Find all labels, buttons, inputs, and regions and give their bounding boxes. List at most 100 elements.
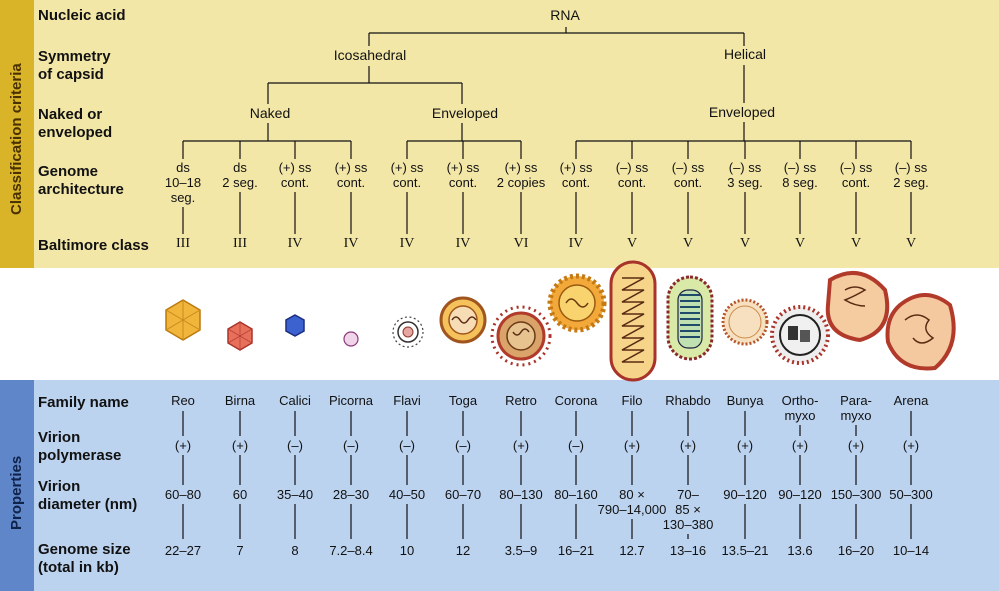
baltimore-cell: IV	[343, 236, 359, 251]
polymerase-cell: (–)	[455, 438, 471, 453]
polymerase-cell: (–)	[343, 438, 359, 453]
genome-architecture-label: Genome architecture	[38, 163, 124, 198]
family-cell: Flavi	[393, 393, 421, 408]
polymerase-cell: (–)	[287, 438, 303, 453]
classification-panel	[0, 0, 999, 268]
genome-cell: (+) ss 2 copies	[496, 160, 546, 190]
diameter-cell: 60	[232, 487, 248, 502]
classification-sidebar: Classification criteria	[0, 0, 34, 268]
orthomyxo-virion-illustration	[770, 305, 830, 365]
diameter-cell: 60–70	[444, 487, 482, 502]
genome-cell: (–) ss 2 seg.	[893, 160, 929, 190]
rhabdo-virion-illustration	[666, 275, 714, 361]
diameter-cell: 80–160	[554, 487, 598, 502]
gsize-cell: 7	[236, 543, 244, 558]
gsize-cell: 12.7	[619, 543, 645, 558]
corona-virion-illustration	[547, 273, 607, 333]
baltimore-cell: III	[176, 236, 190, 251]
gsize-cell: 7.2–8.4	[329, 543, 373, 558]
family-cell: Ortho- myxo	[781, 393, 819, 423]
genome-cell: (+) ss cont.	[334, 160, 368, 190]
filo-virion-illustration	[609, 260, 657, 382]
baltimore-cell: IV	[399, 236, 415, 251]
baltimore-cell: IV	[568, 236, 584, 251]
picorna-virion-illustration	[343, 331, 359, 347]
virion-diameter-label: Virion diameter (nm)	[38, 478, 138, 513]
baltimore-cell: V	[850, 236, 862, 251]
genome-cell: (–) ss cont.	[839, 160, 873, 190]
gsize-cell: 12	[455, 543, 471, 558]
gsize-cell: 3.5–9	[504, 543, 538, 558]
column-connectors	[182, 141, 912, 539]
family-cell: Picorna	[328, 393, 374, 408]
genome-cell: (+) ss cont.	[559, 160, 593, 190]
baltimore-cell: V	[626, 236, 638, 251]
baltimore-cell: III	[233, 236, 247, 251]
properties-panel	[0, 380, 999, 591]
retro-virion-illustration	[490, 305, 552, 367]
polymerase-cell: (+)	[174, 438, 192, 453]
gsize-cell: 13.5–21	[721, 543, 769, 558]
diameter-cell: 90–120	[778, 487, 822, 502]
polymerase-cell: (+)	[512, 438, 530, 453]
genome-cell: (+) ss cont.	[390, 160, 424, 190]
family-cell: Reo	[171, 393, 195, 408]
diameter-cell: 50–300	[889, 487, 933, 502]
diameter-cell: 40–50	[388, 487, 426, 502]
diameter-cell: 90–120	[723, 487, 767, 502]
virion-polymerase-label: Virion polymerase	[38, 429, 122, 464]
baltimore-cell: V	[739, 236, 751, 251]
family-cell: Birna	[224, 393, 256, 408]
tree-connectors	[183, 27, 911, 142]
baltimore-cell: V	[682, 236, 694, 251]
nucleic-acid-label: Nucleic acid	[38, 7, 126, 24]
birna-virion-illustration	[227, 321, 253, 351]
diameter-cell: 28–30	[332, 487, 370, 502]
genome-cell: (–) ss 3 seg.	[727, 160, 763, 190]
polymerase-cell: (+)	[902, 438, 920, 453]
family-cell: Rhabdo	[665, 393, 711, 408]
gsize-cell: 10	[399, 543, 415, 558]
gsize-cell: 13.6	[787, 543, 813, 558]
arena-virion-illustration	[885, 293, 956, 371]
flavi-virion-illustration	[392, 316, 424, 348]
polymerase-cell: (+)	[847, 438, 865, 453]
family-name-label: Family name	[38, 394, 129, 411]
reo-virion-illustration	[165, 299, 201, 341]
gsize-cell: 16–20	[837, 543, 875, 558]
family-cell: Bunya	[726, 393, 764, 408]
properties-sidebar: Properties	[0, 380, 34, 591]
polymerase-cell: (+)	[623, 438, 641, 453]
diameter-cell: 60–80	[164, 487, 202, 502]
baltimore-cell: V	[905, 236, 917, 251]
gsize-cell: 22–27	[164, 543, 202, 558]
bunya-virion-illustration	[721, 298, 769, 346]
baltimore-cell: IV	[455, 236, 471, 251]
gsize-cell: 8	[291, 543, 299, 558]
polymerase-cell: (–)	[568, 438, 584, 453]
genome-cell: (+) ss cont.	[446, 160, 480, 190]
node-enveloped-helical: Enveloped	[708, 104, 776, 120]
baltimore-cell: V	[794, 236, 806, 251]
toga-virion-illustration	[439, 296, 487, 344]
gsize-cell: 16–21	[557, 543, 595, 558]
node-helical: Helical	[723, 46, 766, 62]
gsize-cell: 10–14	[892, 543, 930, 558]
genome-cell: (–) ss 8 seg.	[782, 160, 818, 190]
polymerase-cell: (+)	[736, 438, 754, 453]
diameter-cell: 150–300	[830, 487, 882, 502]
family-cell: Calici	[279, 393, 311, 408]
node-rna: RNA	[550, 7, 580, 23]
genome-cell: (–) ss cont.	[671, 160, 705, 190]
paramyxo-virion-illustration	[825, 271, 890, 343]
polymerase-cell: (–)	[399, 438, 415, 453]
baltimore-cell: IV	[287, 236, 303, 251]
calici-virion-illustration	[285, 314, 305, 337]
diameter-cell: 70– 85 × 130–380	[662, 487, 714, 532]
polymerase-cell: (+)	[679, 438, 697, 453]
naked-enveloped-label: Naked or enveloped	[38, 106, 113, 141]
gsize-cell: 13–16	[669, 543, 707, 558]
baltimore-class-label: Baltimore class	[38, 237, 149, 254]
family-cell: Arena	[893, 393, 929, 408]
